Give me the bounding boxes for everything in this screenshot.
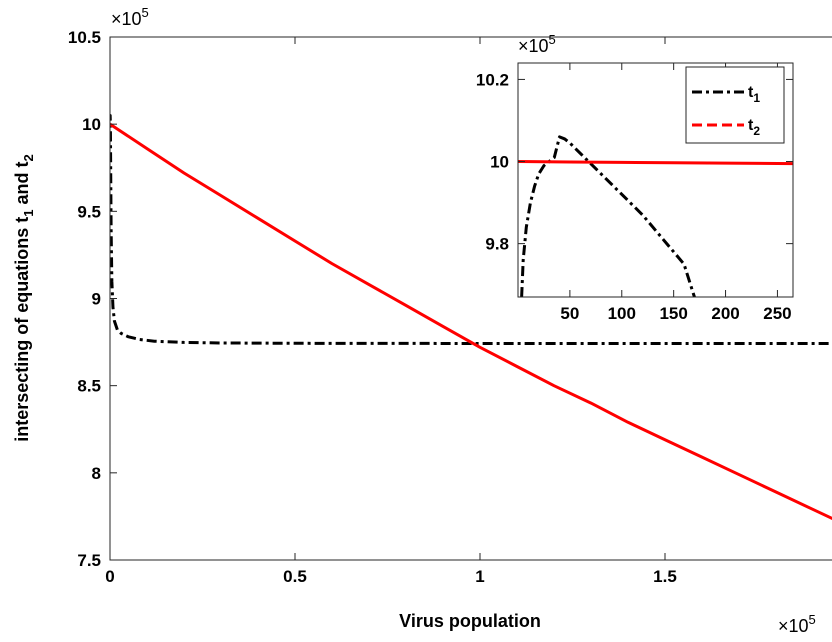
inset-x-tick-label: 250 <box>763 304 791 323</box>
inset-legend: t1 t2 <box>685 66 785 144</box>
inset-y-tick-label: 10.2 <box>476 70 509 89</box>
legend-box <box>685 66 785 144</box>
inset-axis-ticks: 50 100 150 200 250 9.8 10 10.2 <box>476 63 793 323</box>
inset-x-tick-label: 50 <box>560 304 579 323</box>
main-x-tick-label: 0.5 <box>283 567 307 586</box>
x-multiplier: ×105 <box>778 612 816 636</box>
main-series-line-t1 <box>110 113 832 345</box>
main-y-tick-label: 7.5 <box>77 551 101 570</box>
y-axis-label: intersecting of equations t1 and t2 <box>12 154 36 442</box>
legend-label-t1: t1 <box>748 84 760 105</box>
y-multiplier: ×105 <box>111 5 149 29</box>
main-y-tick-label: 10 <box>82 115 101 134</box>
main-y-tick-label: 10.5 <box>68 28 101 47</box>
inset-y-multiplier: ×105 <box>518 32 556 56</box>
main-x-tick-label: 1 <box>475 567 484 586</box>
inset-x-tick-label: 100 <box>608 304 636 323</box>
inset-x-tick-label: 150 <box>659 304 687 323</box>
x-axis-label: Virus population <box>399 611 541 631</box>
legend-label-t2: t2 <box>748 117 760 138</box>
inset-y-tick-label: 10 <box>490 153 509 172</box>
main-x-tick-label: 1.5 <box>653 567 677 586</box>
main-y-tick-label: 8 <box>92 464 101 483</box>
inset-series-lines <box>518 135 793 297</box>
inset-y-tick-label: 9.8 <box>485 235 509 254</box>
inset-series-line-t1 <box>520 135 696 297</box>
inset-plot: 50 100 150 200 250 9.8 10 10.2 ×105 t1 t2 <box>476 32 794 323</box>
main-y-tick-label: 8.5 <box>77 377 101 396</box>
inset-series-line-t2 <box>518 160 793 166</box>
main-x-tick-label: 0 <box>105 567 114 586</box>
main-y-tick-label: 9 <box>92 290 101 309</box>
main-series-lines <box>110 113 832 521</box>
inset-x-tick-label: 200 <box>711 304 739 323</box>
main-series-line-t2 <box>110 122 832 521</box>
main-y-tick-label: 9.5 <box>77 202 101 221</box>
inset-axes-frame <box>517 62 794 298</box>
